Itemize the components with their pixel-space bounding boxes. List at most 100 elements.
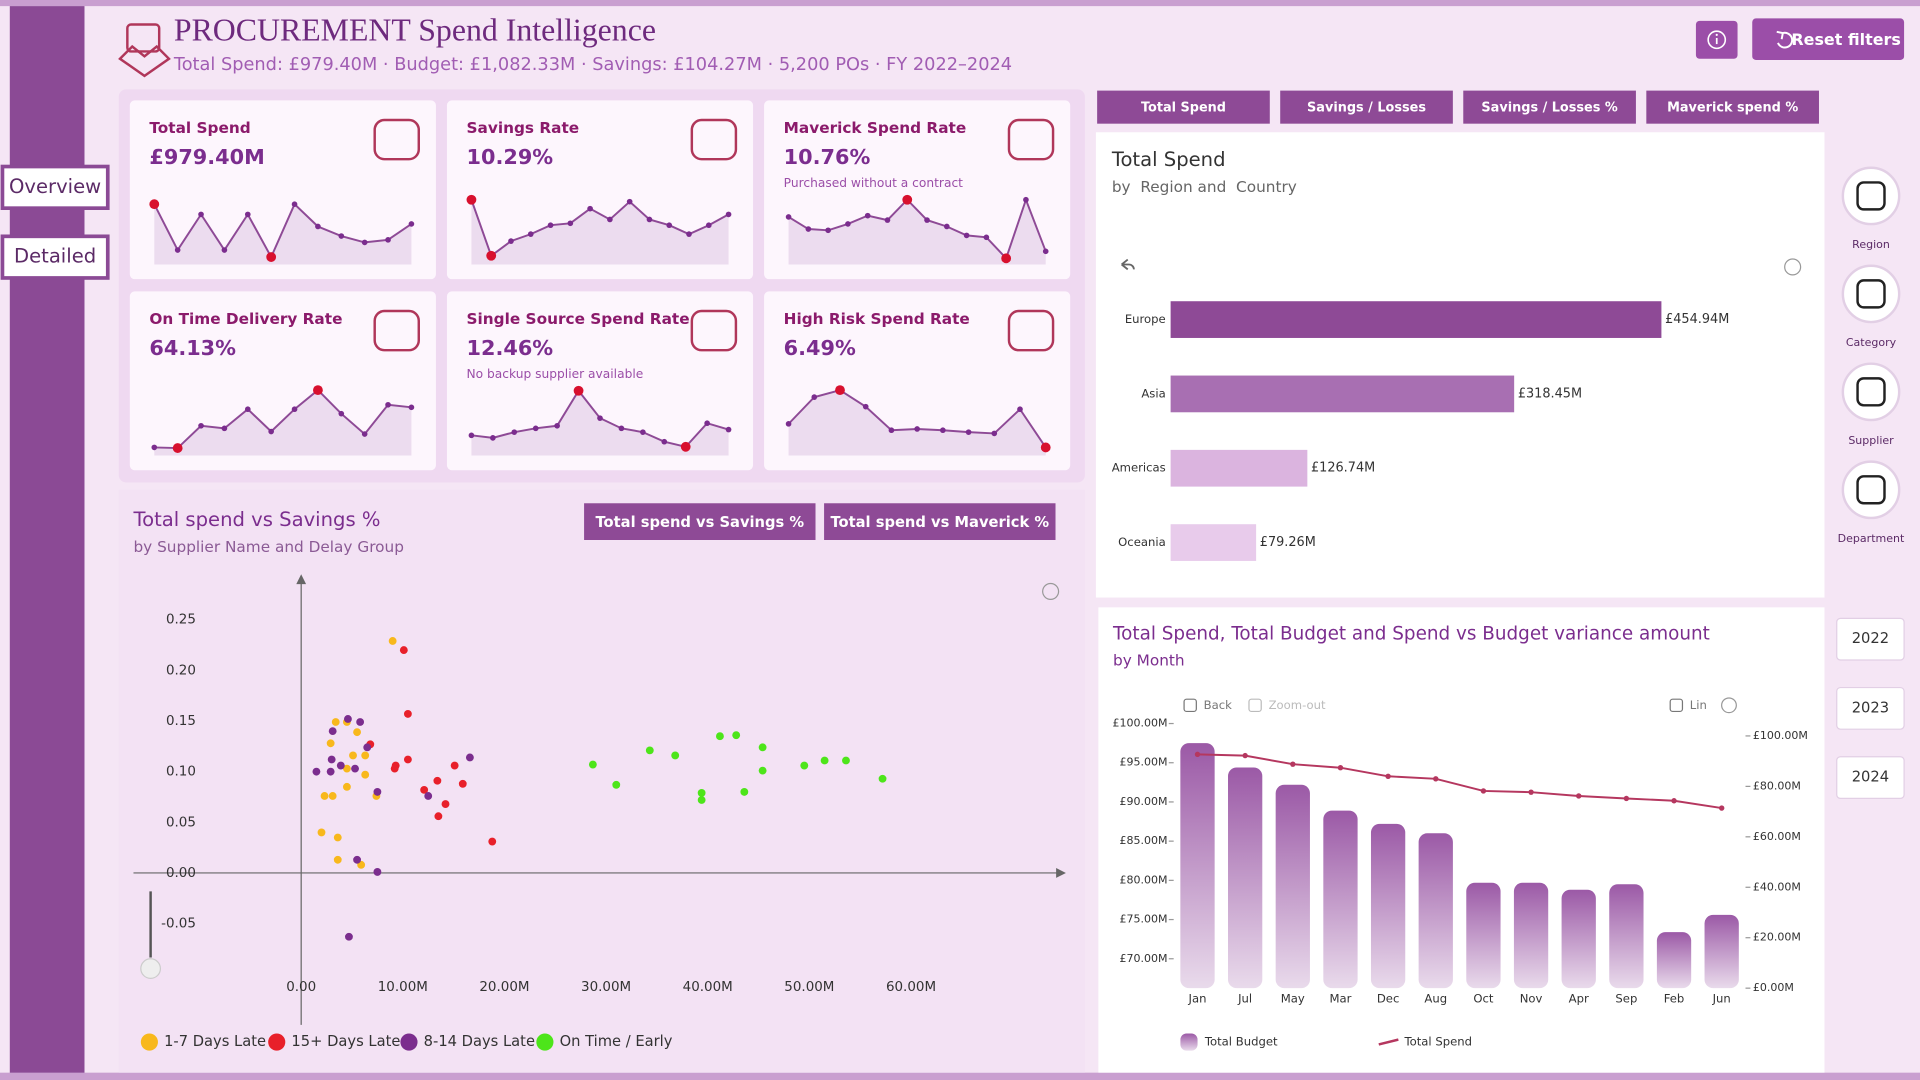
tab-bg[interactable] [1646, 90, 1819, 124]
tab-button[interactable]: Total Spend [1097, 90, 1270, 124]
scatter-point[interactable] [758, 743, 767, 752]
scatter-point[interactable] [420, 785, 429, 794]
button-label[interactable]: Total spend vs Savings % [595, 514, 804, 531]
bar[interactable] [1418, 833, 1453, 989]
nav-button[interactable] [0, 234, 110, 280]
bar[interactable] [1170, 301, 1662, 338]
tab-label[interactable]: Savings / Losses [1307, 100, 1426, 115]
tab-button[interactable]: Savings / Losses [1280, 90, 1453, 124]
filter-button[interactable] [1841, 166, 1901, 226]
nav-button[interactable] [0, 164, 110, 210]
scatter-point[interactable] [800, 761, 809, 770]
bar[interactable] [1370, 823, 1406, 989]
scatter-point[interactable] [697, 796, 706, 804]
scatter-point[interactable] [342, 764, 351, 773]
filter-button[interactable] [1841, 362, 1901, 422]
scatter-point[interactable] [671, 751, 680, 760]
bar[interactable] [1170, 375, 1515, 413]
scatter-point[interactable] [353, 728, 361, 737]
scatter-point[interactable] [820, 756, 829, 765]
button-label[interactable]: Total spend vs Maverick % [830, 514, 1049, 531]
help-icon[interactable] [1042, 582, 1060, 600]
side-filter[interactable]: Department [1838, 460, 1905, 545]
filter-button[interactable] [1841, 264, 1901, 324]
scatter-point[interactable] [331, 718, 340, 726]
scatter-point[interactable] [326, 739, 335, 748]
line-point[interactable] [1290, 761, 1296, 767]
help-icon[interactable] [1784, 258, 1802, 276]
tab-label[interactable]: Total Spend [1141, 100, 1226, 115]
chart-switch-button[interactable]: Total spend vs Savings % [584, 503, 816, 540]
button-bg[interactable] [824, 503, 1056, 540]
tab-button[interactable]: Maverick spend % [1646, 90, 1819, 124]
bar[interactable] [1323, 810, 1358, 989]
scatter-point[interactable] [351, 764, 359, 773]
tab-bg[interactable] [1280, 90, 1453, 124]
bar[interactable] [1180, 743, 1215, 989]
scatter-point[interactable] [645, 746, 654, 755]
tab-bg[interactable] [1463, 90, 1636, 124]
side-filter[interactable]: Supplier [1841, 362, 1901, 447]
scatter-point[interactable] [342, 782, 351, 791]
scatter-point[interactable] [588, 760, 597, 769]
bar[interactable] [1609, 884, 1644, 989]
scatter-point[interactable] [399, 646, 408, 655]
scatter-point[interactable] [732, 731, 741, 740]
nav-label[interactable]: Detailed [14, 245, 96, 268]
nav-label[interactable]: Overview [9, 175, 101, 198]
line-point[interactable] [1718, 805, 1725, 811]
line-point[interactable] [1385, 773, 1391, 779]
bar[interactable] [1656, 932, 1692, 989]
bar[interactable] [1228, 767, 1263, 989]
scatter-point[interactable] [758, 766, 767, 775]
drill-up-icon[interactable] [1121, 258, 1135, 271]
tab-bg[interactable] [1097, 90, 1270, 124]
year-button[interactable]: 2023 [1836, 686, 1905, 730]
filter-label[interactable]: Region [1852, 238, 1890, 251]
scatter-point[interactable] [356, 718, 365, 726]
scatter-point[interactable] [434, 812, 443, 821]
nav-overview[interactable]: Overview [0, 164, 110, 210]
scatter-point[interactable] [458, 779, 467, 788]
scatter-point[interactable] [361, 770, 370, 779]
tab-label[interactable]: Maverick spend % [1667, 100, 1798, 115]
scatter-point[interactable] [433, 776, 442, 785]
bar[interactable] [1704, 914, 1739, 989]
help-icon[interactable] [1721, 697, 1737, 714]
scatter-point[interactable] [450, 761, 459, 770]
toolbar-button[interactable]: Zoom-out [1269, 698, 1326, 712]
tab-button[interactable]: Savings / Losses % [1463, 90, 1636, 124]
button-bg[interactable] [584, 503, 816, 540]
toolbar-button[interactable]: Back [1204, 698, 1232, 712]
line-point[interactable] [1242, 752, 1248, 759]
filter-label[interactable]: Category [1846, 336, 1897, 349]
button-bg[interactable] [1752, 18, 1905, 60]
year-label[interactable]: 2022 [1852, 630, 1889, 647]
line-point[interactable] [1337, 765, 1344, 771]
scatter-point[interactable] [326, 767, 335, 776]
scatter-point[interactable] [317, 828, 326, 837]
scatter-point[interactable] [465, 753, 474, 762]
scatter-point[interactable] [842, 756, 850, 765]
side-filter[interactable]: Category [1841, 264, 1901, 349]
scatter-point[interactable] [373, 868, 382, 876]
scatter-point[interactable] [424, 792, 433, 800]
tab-label[interactable]: Savings / Losses % [1481, 100, 1617, 115]
scatter-point[interactable] [363, 743, 372, 752]
scatter-point[interactable] [344, 715, 352, 723]
scatter-point[interactable] [697, 789, 706, 797]
bar[interactable] [1513, 882, 1549, 989]
button-label[interactable]: Reset filters [1791, 30, 1900, 49]
scatter-point[interactable] [333, 855, 342, 864]
scatter-point[interactable] [373, 787, 382, 796]
year-label[interactable]: 2023 [1852, 699, 1889, 716]
scatter-point[interactable] [390, 764, 399, 773]
line-point[interactable] [1480, 788, 1487, 794]
scatter-point[interactable] [333, 833, 342, 842]
line-point[interactable] [1623, 795, 1630, 802]
scatter-point[interactable] [488, 837, 497, 846]
year-button[interactable]: 2022 [1836, 617, 1905, 661]
scatter-point[interactable] [388, 637, 397, 645]
scatter-point[interactable] [612, 780, 621, 789]
year-bg[interactable] [1836, 756, 1905, 799]
